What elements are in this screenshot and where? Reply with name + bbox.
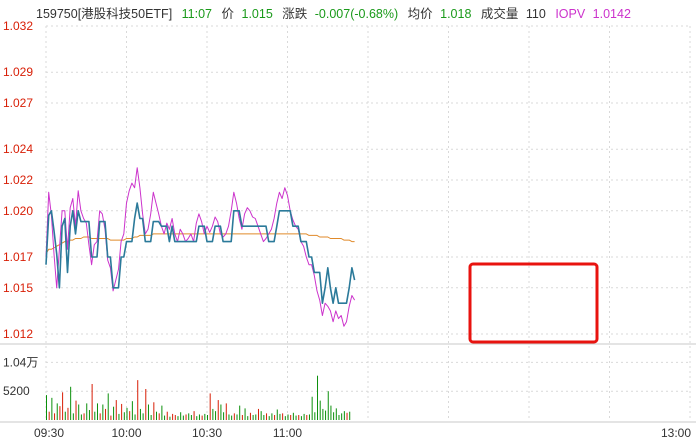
y-tick-label: 1.020 [3, 204, 33, 218]
volume-label: 成交量 [480, 7, 519, 21]
avg-price-value: 1.018 [440, 7, 472, 21]
y-tick-label: 1.022 [3, 173, 33, 187]
y-tick-label: 1.029 [3, 65, 33, 79]
y-tick-label: 1.032 [3, 19, 33, 33]
y-tick-label: 1.027 [3, 96, 33, 110]
change-label: 涨跌 [282, 7, 308, 21]
security-code-name: 159750[港股科技50ETF] [36, 7, 173, 21]
highlight-annotation-box [468, 262, 599, 344]
volume-tick-label: 5200 [3, 384, 30, 398]
volume-value: 110 [525, 7, 546, 21]
iopv-label: IOPV [555, 7, 586, 21]
series-line-price [45, 202, 356, 305]
y-tick-label: 1.012 [3, 327, 33, 341]
quote-info-bar: 159750[港股科技50ETF] 11:07 价 1.015 涨跌 -0.00… [36, 2, 631, 26]
series-line-iopv [45, 167, 356, 327]
x-tick-label: 11:00 [273, 426, 302, 440]
price-value: 1.015 [241, 7, 273, 21]
volume-tick-label: 1.04万 [3, 355, 38, 369]
x-tick-label: 10:00 [111, 426, 141, 440]
y-tick-label: 1.015 [3, 281, 33, 295]
iopv-value: 1.0142 [592, 7, 631, 21]
y-tick-label: 1.024 [3, 142, 33, 156]
x-tick-label: 13:00 [661, 426, 691, 440]
quote-time: 11:07 [181, 7, 213, 21]
x-tick-label: 09:30 [34, 426, 64, 440]
change-value: -0.007(-0.68%) [314, 7, 399, 21]
y-tick-label: 1.017 [3, 250, 33, 264]
x-tick-label: 10:30 [192, 426, 222, 440]
price-label: 价 [221, 7, 235, 21]
avg-price-label: 均价 [407, 7, 433, 21]
